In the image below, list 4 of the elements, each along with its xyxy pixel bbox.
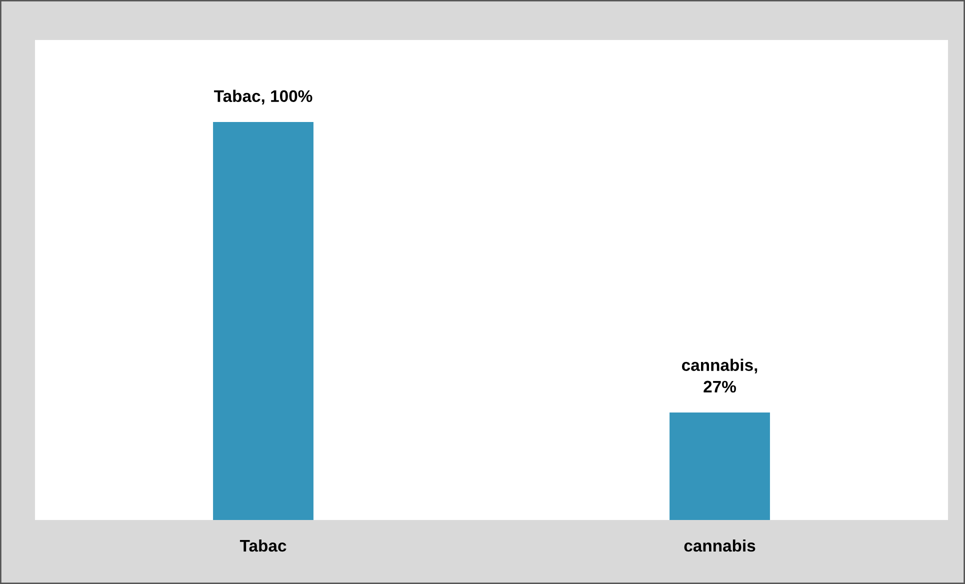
data-label: cannabis, 27% [682,358,758,393]
x-tick-label: Tabac [240,539,286,552]
data-label: Tabac, 100% [214,90,312,104]
x-tick-label: cannabis [684,539,756,552]
